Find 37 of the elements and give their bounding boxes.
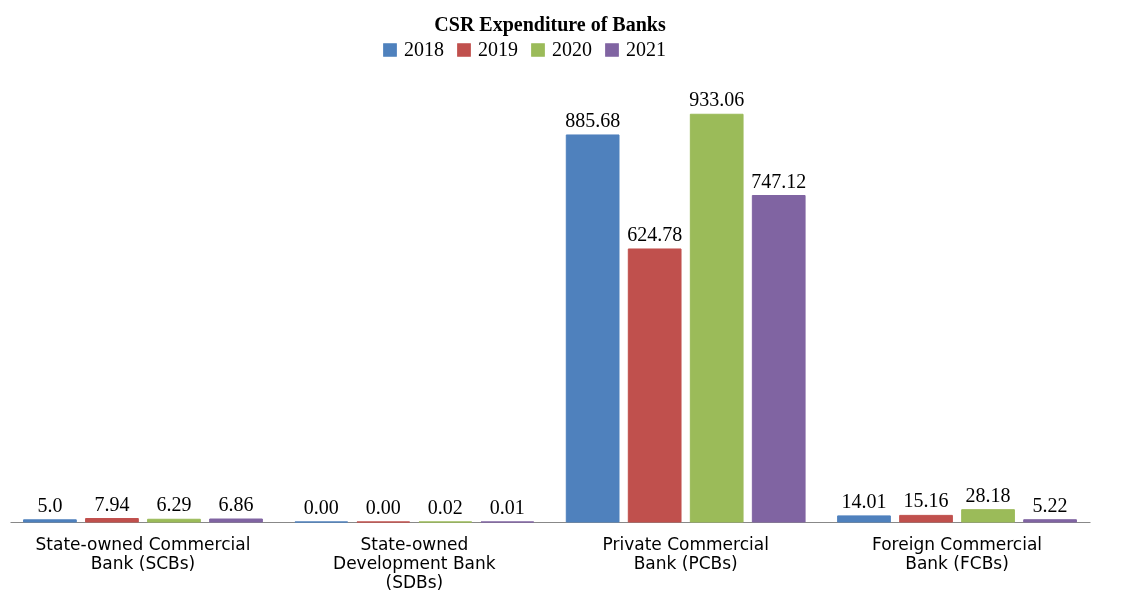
data-label: 933.06 [689,88,745,111]
bar [689,113,744,523]
bar [1023,519,1077,523]
data-label: 14.01 [841,489,887,512]
data-label: 7.94 [94,492,130,515]
x-tick-label: Foreign Commercial Bank (FCBs) [872,533,1043,573]
data-label: 0.02 [427,495,463,518]
data-label: 0.00 [365,496,401,518]
bar [147,518,201,523]
data-label: 0.01 [489,496,525,518]
bar [565,134,620,523]
data-label: 5.0 [37,493,63,516]
legend-label: 2021 [626,38,666,60]
data-label: 15.16 [903,489,949,512]
legend-label: 2020 [552,38,592,60]
bar [751,195,806,523]
x-tick-label: Private Commercial Bank (PCBs) [602,533,769,573]
bar [837,515,891,523]
bar [209,518,263,523]
x-tick-label: State-owned Commercial Bank (SCBs) [35,533,251,573]
data-label: 5.22 [1032,493,1068,516]
data-label: 28.18 [965,483,1011,506]
data-label: 747.12 [751,169,807,192]
x-tick-label: State-owned Development Bank (SDBs) [333,533,496,592]
data-label: 624.78 [627,222,683,245]
legend-label: 2019 [478,38,518,60]
data-label: 6.29 [156,493,192,516]
bar [85,518,139,523]
legend-label: 2018 [404,38,444,60]
bar [961,509,1015,523]
bar [627,248,682,523]
data-label: 6.86 [218,493,254,515]
chart-title: CSR Expenditure of Banks [434,13,666,36]
bar [23,519,77,523]
data-label: 0.00 [303,496,339,518]
data-label: 885.68 [565,108,621,131]
bar [899,514,953,523]
